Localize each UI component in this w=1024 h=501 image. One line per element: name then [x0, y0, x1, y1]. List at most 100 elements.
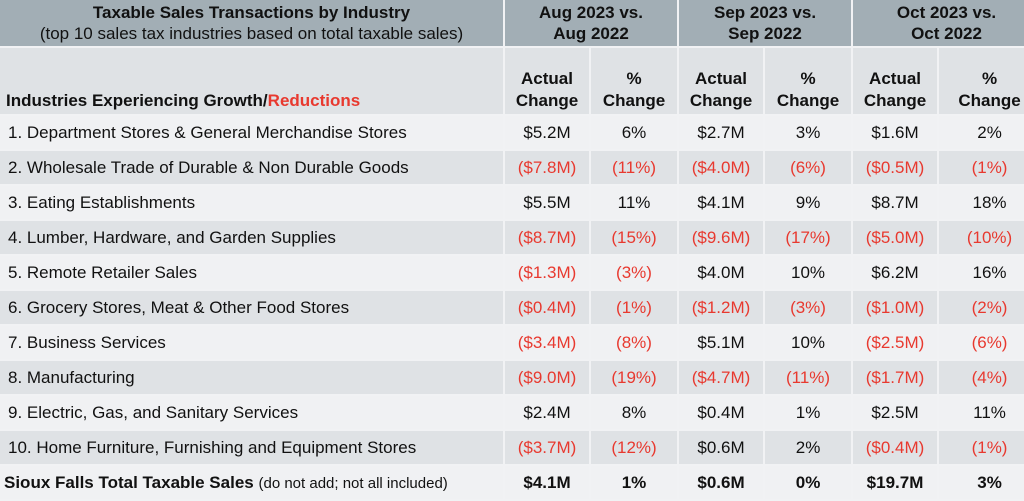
col-pct-change: % Change [939, 48, 1024, 114]
table-subtitle: (top 10 sales tax industries based on to… [39, 24, 464, 43]
value-cell: (1%) [591, 291, 678, 324]
value-cell: $2.7M [679, 116, 764, 149]
value-cell: (12%) [591, 431, 678, 464]
total-name: Sioux Falls Total Taxable Sales [4, 472, 254, 492]
table-row: 8. Manufacturing ($9.0M) (19%) ($4.7M) (11%)… [0, 361, 1024, 394]
value-cell: (6%) [765, 151, 852, 184]
value-cell: (15%) [591, 221, 678, 254]
total-row: Sioux Falls Total Taxable Sales (do not … [0, 466, 1024, 499]
value-cell: $5.5M [505, 186, 589, 219]
value-cell: $6.2M [853, 256, 938, 289]
table-row: 3. Eating Establishments $5.5M 11% $4.1M 9% $… [0, 186, 1024, 219]
total-value: $4.1M [505, 466, 589, 499]
table-row: 1. Department Stores & General Merchandi… [0, 116, 1024, 149]
value-cell: 8% [591, 396, 678, 429]
value-cell: ($0.5M) [853, 151, 938, 184]
value-cell: ($2.5M) [853, 326, 938, 359]
total-value: $0.6M [679, 466, 764, 499]
value-cell: $1.6M [853, 116, 938, 149]
total-label: Sioux Falls Total Taxable Sales (do not … [0, 466, 503, 499]
industry-name: 7. Business Services [0, 326, 503, 359]
value-cell: ($0.4M) [853, 431, 938, 464]
value-cell: ($1.0M) [853, 291, 938, 324]
col-actual-change: Actual Change [853, 48, 938, 114]
industry-name: 8. Manufacturing [0, 361, 503, 394]
col-actual-change: Actual Change [679, 48, 764, 114]
industries-label: Industries Experiencing Growth/Reduction… [0, 48, 503, 114]
industry-name: 6. Grocery Stores, Meat & Other Food Sto… [0, 291, 503, 324]
value-cell: $5.2M [505, 116, 589, 149]
value-cell: 2% [939, 116, 1024, 149]
value-cell: 16% [939, 256, 1024, 289]
value-cell: $4.1M [679, 186, 764, 219]
value-cell: $2.5M [853, 396, 938, 429]
value-cell: ($0.4M) [505, 291, 589, 324]
table-title-cell: Taxable Sales Transactions by Industry (… [0, 0, 503, 46]
value-cell: 3% [765, 116, 852, 149]
value-cell: ($9.6M) [679, 221, 764, 254]
industry-name: 10. Home Furniture, Furnishing and Equip… [0, 431, 503, 464]
table-row: 2. Wholesale Trade of Durable & Non Dura… [0, 151, 1024, 184]
value-cell: $5.1M [679, 326, 764, 359]
value-cell: $2.4M [505, 396, 589, 429]
header-row: Taxable Sales Transactions by Industry (… [0, 0, 1024, 46]
industry-name: 3. Eating Establishments [0, 186, 503, 219]
table-row: 5. Remote Retailer Sales ($1.3M) (3%) $4.0M… [0, 256, 1024, 289]
value-cell: 1% [765, 396, 852, 429]
value-cell: (17%) [765, 221, 852, 254]
industry-name: 4. Lumber, Hardware, and Garden Supplies [0, 221, 503, 254]
value-cell: (6%) [939, 326, 1024, 359]
value-cell: (2%) [939, 291, 1024, 324]
total-value: 0% [765, 466, 852, 499]
period-line1: Oct 2023 vs. [896, 3, 997, 22]
total-value: $19.7M [853, 466, 938, 499]
total-note: (do not add; not all included) [258, 474, 448, 492]
value-cell: $0.6M [679, 431, 764, 464]
value-cell: ($4.0M) [679, 151, 764, 184]
industry-name: 9. Electric, Gas, and Sanitary Services [0, 396, 503, 429]
period-line2: Sep 2022 [728, 24, 802, 43]
value-cell: 6% [591, 116, 678, 149]
value-cell: $8.7M [853, 186, 938, 219]
total-value: 3% [939, 466, 1024, 499]
value-cell: (11%) [765, 361, 852, 394]
value-cell: $0.4M [679, 396, 764, 429]
value-cell: ($3.7M) [505, 431, 589, 464]
period-line1: Sep 2023 vs. [713, 3, 817, 22]
col-pct-change: % Change [591, 48, 678, 114]
value-cell: (8%) [591, 326, 678, 359]
value-cell: (4%) [939, 361, 1024, 394]
period-header-sep: Sep 2023 vs. Sep 2022 [679, 0, 852, 46]
value-cell: 10% [765, 326, 852, 359]
table-row: 9. Electric, Gas, and Sanitary Services $… [0, 396, 1024, 429]
industry-name: 1. Department Stores & General Merchandi… [0, 116, 503, 149]
value-cell: ($1.7M) [853, 361, 938, 394]
period-header-oct: Oct 2023 vs. Oct 2022 [853, 0, 1024, 46]
value-cell: 9% [765, 186, 852, 219]
col-actual-change: Actual Change [505, 48, 589, 114]
label-growth: Industries Experiencing Growth/ [6, 91, 268, 110]
value-cell: 10% [765, 256, 852, 289]
value-cell: ($3.4M) [505, 326, 589, 359]
value-cell: (1%) [939, 151, 1024, 184]
value-cell: (1%) [939, 431, 1024, 464]
value-cell: (11%) [591, 151, 678, 184]
industry-name: 5. Remote Retailer Sales [0, 256, 503, 289]
period-line2: Aug 2022 [553, 24, 629, 43]
value-cell: ($9.0M) [505, 361, 589, 394]
industry-name: 2. Wholesale Trade of Durable & Non Dura… [0, 151, 503, 184]
table-row: 7. Business Services ($3.4M) (8%) $5.1M 10%(… [0, 326, 1024, 359]
value-cell: 11% [591, 186, 678, 219]
table-row: 6. Grocery Stores, Meat & Other Food Sto… [0, 291, 1024, 324]
value-cell: 11% [939, 396, 1024, 429]
value-cell: (3%) [591, 256, 678, 289]
value-cell: 18% [939, 186, 1024, 219]
value-cell: (3%) [765, 291, 852, 324]
value-cell: (19%) [591, 361, 678, 394]
table-row: 4. Lumber, Hardware, and Garden Supplies… [0, 221, 1024, 254]
label-reductions: Reductions [267, 91, 361, 110]
value-cell: ($4.7M) [679, 361, 764, 394]
value-cell: ($1.3M) [505, 256, 589, 289]
period-header-aug: Aug 2023 vs. Aug 2022 [505, 0, 678, 46]
